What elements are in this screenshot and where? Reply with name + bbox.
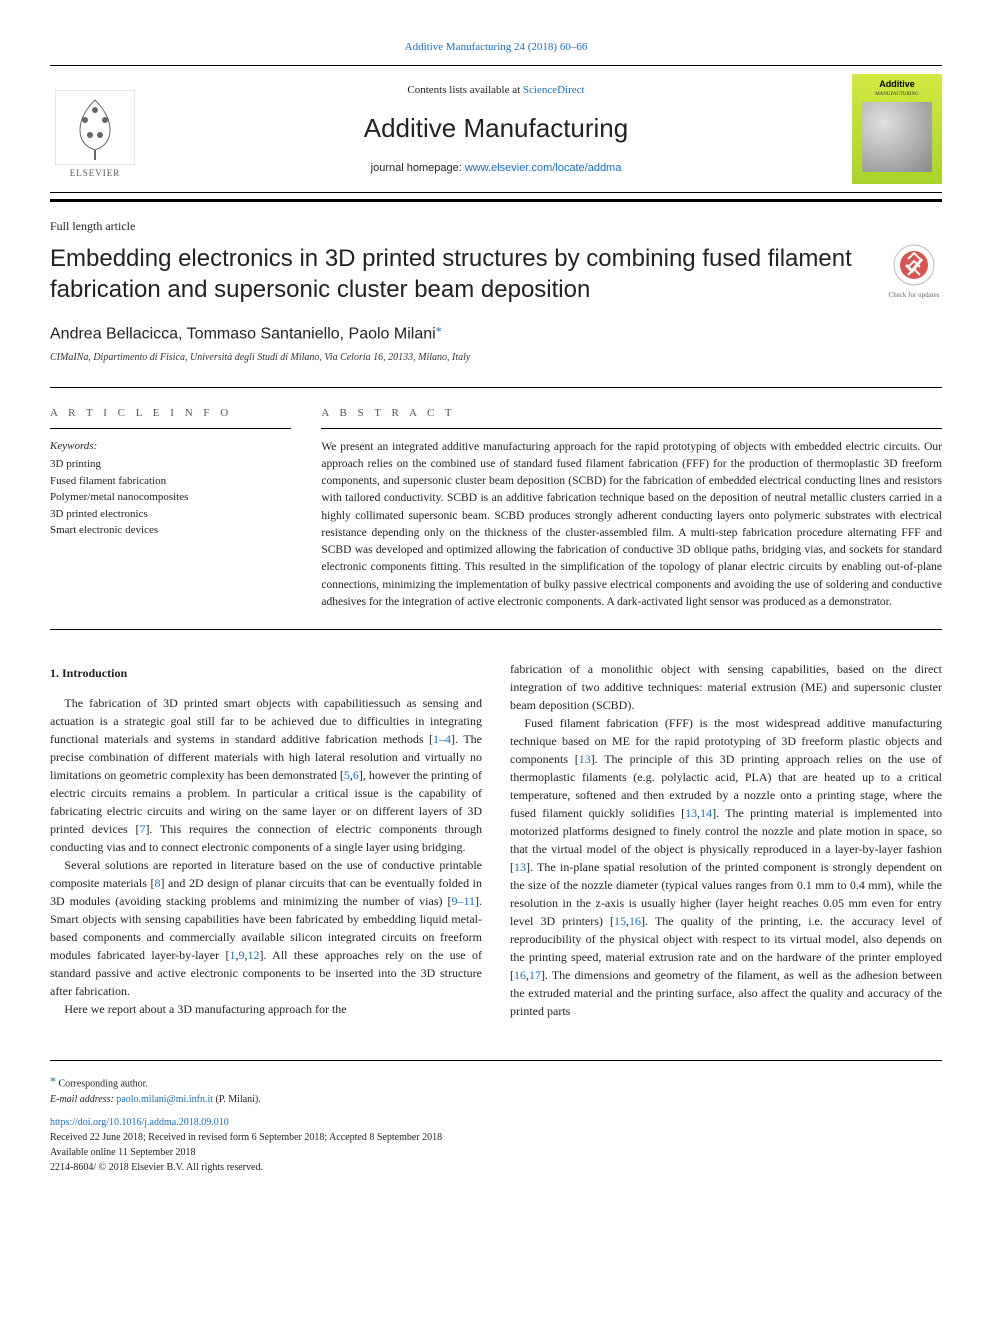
abstract-text: We present an integrated additive manufa… bbox=[321, 439, 942, 612]
contents-prefix: Contents lists available at bbox=[407, 84, 522, 96]
author-list: Andrea Bellacicca, Tommaso Santaniello, … bbox=[50, 320, 942, 346]
citation-link[interactable]: 14 bbox=[700, 806, 712, 820]
badge-caption: Check for updates bbox=[886, 291, 942, 301]
affiliation: CIMaINa, Dipartimento di Fisica, Univers… bbox=[50, 351, 942, 365]
citation-link[interactable]: 12 bbox=[247, 948, 259, 962]
cover-subtitle: MANUFACTURING bbox=[875, 91, 919, 98]
history-line: Received 22 June 2018; Received in revis… bbox=[50, 1130, 942, 1145]
body-paragraph: fabrication of a monolithic object with … bbox=[510, 660, 942, 714]
check-for-updates-badge[interactable]: Check for updates bbox=[886, 243, 942, 301]
citation-link[interactable]: 15 bbox=[614, 914, 626, 928]
keyword-item: Smart electronic devices bbox=[50, 522, 291, 539]
cover-title: Additive bbox=[879, 78, 915, 91]
email-line: E-mail address: paolo.milani@mi.infn.it … bbox=[50, 1092, 942, 1107]
doi-link[interactable]: https://doi.org/10.1016/j.addma.2018.09.… bbox=[50, 1117, 229, 1128]
elsevier-logo: ELSEVIER bbox=[50, 79, 140, 179]
header-center: Contents lists available at ScienceDirec… bbox=[140, 83, 852, 176]
citation-link[interactable]: Additive Manufacturing 24 (2018) 60–66 bbox=[405, 41, 588, 53]
journal-cover-thumbnail: Additive MANUFACTURING bbox=[852, 74, 942, 184]
email-link[interactable]: paolo.milani@mi.infn.it bbox=[116, 1094, 213, 1105]
body-paragraph: The fabrication of 3D printed smart obje… bbox=[50, 694, 482, 856]
header-rule bbox=[50, 199, 942, 202]
article-info-heading: A R T I C L E I N F O bbox=[50, 406, 291, 428]
cover-image-placeholder bbox=[862, 102, 932, 172]
sciencedirect-link[interactable]: ScienceDirect bbox=[523, 84, 585, 96]
citation-link[interactable]: 1–4 bbox=[433, 732, 451, 746]
homepage-prefix: journal homepage: bbox=[371, 162, 465, 174]
citation-link[interactable]: 17 bbox=[529, 968, 541, 982]
keywords-list: 3D printing Fused filament fabrication P… bbox=[50, 456, 291, 539]
contents-lists-line: Contents lists available at ScienceDirec… bbox=[160, 83, 832, 98]
corresponding-author-mark: ⁎ bbox=[436, 321, 442, 335]
body-text: ]. The dimensions and geometry of the fi… bbox=[510, 968, 942, 1018]
body-two-column: 1. Introduction The fabrication of 3D pr… bbox=[50, 660, 942, 1020]
citation-link[interactable]: 9–11 bbox=[451, 894, 475, 908]
keyword-item: Fused filament fabrication bbox=[50, 473, 291, 490]
keyword-item: 3D printed electronics bbox=[50, 506, 291, 523]
article-info-column: A R T I C L E I N F O Keywords: 3D print… bbox=[50, 406, 291, 611]
keywords-label: Keywords: bbox=[50, 439, 291, 454]
journal-title: Additive Manufacturing bbox=[160, 110, 832, 146]
citation-link[interactable]: 16 bbox=[629, 914, 641, 928]
authors-text: Andrea Bellacicca, Tommaso Santaniello, … bbox=[50, 325, 436, 342]
crossmark-icon bbox=[892, 243, 936, 287]
corresponding-text: Corresponding author. bbox=[56, 1079, 148, 1090]
citation-link[interactable]: 13 bbox=[514, 860, 526, 874]
abstract-heading: A B S T R A C T bbox=[321, 406, 942, 428]
copyright-line: 2214-8604/ © 2018 Elsevier B.V. All righ… bbox=[50, 1160, 942, 1175]
body-paragraph: Here we report about a 3D manufacturing … bbox=[50, 1000, 482, 1018]
footer-block: ⁎ Corresponding author. E-mail address: … bbox=[50, 1060, 942, 1174]
journal-header-band: ELSEVIER Contents lists available at Sci… bbox=[50, 65, 942, 193]
body-paragraph: Several solutions are reported in litera… bbox=[50, 856, 482, 1000]
info-abstract-block: A R T I C L E I N F O Keywords: 3D print… bbox=[50, 387, 942, 630]
email-label: E-mail address: bbox=[50, 1094, 116, 1105]
body-text: The fabrication of 3D printed smart obje… bbox=[50, 696, 482, 746]
abstract-column: A B S T R A C T We present an integrated… bbox=[321, 406, 942, 611]
article-type: Full length article bbox=[50, 218, 942, 235]
email-paren: (P. Milani). bbox=[213, 1094, 261, 1105]
elsevier-wordmark: ELSEVIER bbox=[70, 167, 121, 180]
section-heading-intro: 1. Introduction bbox=[50, 664, 482, 682]
citation-link[interactable]: 13 bbox=[579, 752, 591, 766]
corresponding-author-note: ⁎ Corresponding author. bbox=[50, 1069, 942, 1091]
title-row: Embedding electronics in 3D printed stru… bbox=[50, 243, 942, 319]
running-header: Additive Manufacturing 24 (2018) 60–66 bbox=[50, 40, 942, 55]
doi-line: https://doi.org/10.1016/j.addma.2018.09.… bbox=[50, 1115, 942, 1130]
article-title: Embedding electronics in 3D printed stru… bbox=[50, 243, 866, 305]
keyword-item: Polymer/metal nanocomposites bbox=[50, 489, 291, 506]
citation-link[interactable]: 16 bbox=[514, 968, 526, 982]
citation-link[interactable]: 13 bbox=[685, 806, 697, 820]
journal-homepage-link[interactable]: www.elsevier.com/locate/addma bbox=[465, 162, 622, 174]
keyword-item: 3D printing bbox=[50, 456, 291, 473]
journal-homepage-line: journal homepage: www.elsevier.com/locat… bbox=[160, 161, 832, 176]
available-online-line: Available online 11 September 2018 bbox=[50, 1145, 942, 1160]
elsevier-tree-icon bbox=[55, 90, 135, 165]
body-paragraph: Fused filament fabrication (FFF) is the … bbox=[510, 714, 942, 1020]
